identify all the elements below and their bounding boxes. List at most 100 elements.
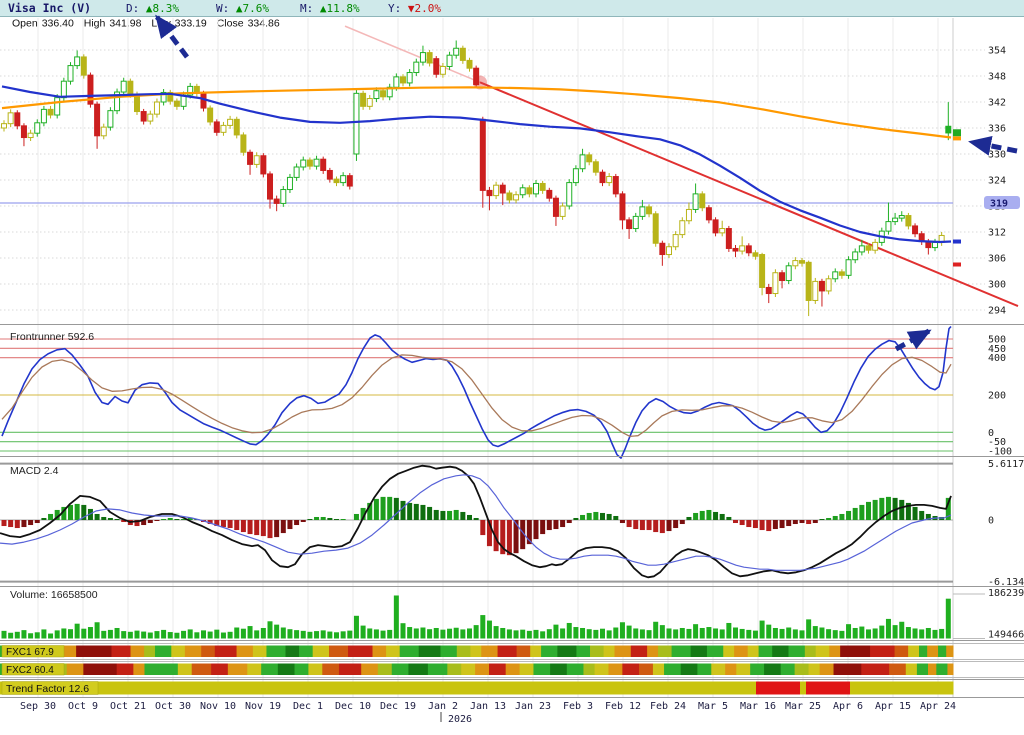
- svg-text:Jan 2: Jan 2: [428, 701, 458, 712]
- breakout-arrow-top[interactable]: [155, 14, 189, 59]
- svg-text:Jan 13: Jan 13: [470, 701, 506, 712]
- fxc1-label: FXC1 67.9: [6, 647, 54, 658]
- svg-text:Mar 5: Mar 5: [698, 701, 728, 712]
- change-weekly: W: ▲7.6%: [216, 2, 269, 15]
- svg-text:354: 354: [988, 46, 1006, 57]
- svg-text:-100: -100: [988, 447, 1012, 458]
- volume-label: Volume: 16658500: [10, 589, 98, 601]
- svg-text:1494660: 1494660: [988, 630, 1024, 641]
- fxc2-strip: [0, 663, 954, 675]
- svg-text:319: 319: [990, 198, 1008, 209]
- year-label: 2026: [448, 714, 472, 725]
- change-yearly-label: Y:: [388, 2, 401, 15]
- svg-text:Apr 6: Apr 6: [833, 701, 863, 712]
- svg-text:0: 0: [988, 428, 994, 439]
- svg-text:342: 342: [988, 97, 1006, 108]
- svg-text:Mar 25: Mar 25: [785, 701, 821, 712]
- svg-text:18623900: 18623900: [988, 588, 1024, 599]
- close-value: 334.86: [248, 18, 280, 30]
- frontrunner-spike-arrow[interactable]: [894, 328, 932, 352]
- svg-text:300: 300: [988, 279, 1006, 290]
- candles: [1, 40, 952, 317]
- annotation-arrows[interactable]: [155, 14, 1018, 352]
- change-daily-label: D:: [126, 2, 139, 15]
- svg-text:Dec 10: Dec 10: [335, 701, 371, 712]
- frontrunner-slow: [1, 354, 952, 438]
- high-label: High: [84, 18, 106, 30]
- fxc2-label: FXC2 60.4: [6, 665, 54, 676]
- panels: 3543483423363303243183123063002943195004…: [0, 25, 1024, 698]
- change-yearly-value: ▼2.0%: [408, 2, 441, 15]
- svg-text:Feb 12: Feb 12: [605, 701, 641, 712]
- svg-text:Nov 19: Nov 19: [245, 701, 281, 712]
- svg-text:200: 200: [988, 391, 1006, 402]
- svg-text:330: 330: [988, 149, 1006, 160]
- macd-panel: 5.611728 0 -6.134393: [0, 459, 1024, 588]
- high-value: 341.98: [109, 18, 141, 30]
- last-candle-arrow[interactable]: [968, 136, 1018, 156]
- frontrunner-label: Frontrunner 592.6: [10, 331, 94, 343]
- macd-label: MACD 2.4: [10, 465, 59, 477]
- svg-text:500: 500: [988, 335, 1006, 346]
- svg-text:Apr 15: Apr 15: [875, 701, 911, 712]
- symbol-header: Visa Inc (V) D: ▲8.3% W: ▲7.6% M: ▲11.8%…: [0, 0, 1024, 17]
- x-axis: Sep 30 Oct 9 Oct 21 Oct 30 Nov 10 Nov 19 Dec 1…: [20, 701, 956, 722]
- blue-ma: [1, 85, 952, 244]
- header-bar: [0, 0, 1024, 17]
- trend-factor-strip: [0, 681, 954, 695]
- open-value: 336.40: [42, 18, 74, 30]
- change-monthly-value: ▲11.8%: [320, 2, 360, 15]
- svg-text:324: 324: [988, 175, 1006, 186]
- change-daily-value: ▲8.3%: [146, 2, 179, 15]
- volume-panel: 18623900 1494660: [1, 588, 1024, 641]
- svg-text:336: 336: [988, 123, 1006, 134]
- svg-text:-6.134393: -6.134393: [988, 577, 1024, 588]
- svg-text:Nov 10: Nov 10: [200, 701, 236, 712]
- price-alert-badge[interactable]: [984, 195, 1020, 209]
- open-label: Open: [12, 18, 38, 30]
- svg-text:348: 348: [988, 71, 1006, 82]
- macd-line: [0, 464, 952, 579]
- svg-text:Mar 16: Mar 16: [740, 701, 776, 712]
- frontrunner-fast: [1, 325, 952, 459]
- svg-text:306: 306: [988, 253, 1006, 264]
- svg-text:450: 450: [988, 344, 1006, 355]
- svg-text:400: 400: [988, 353, 1006, 364]
- candlestick-panel: 354348342336330324318312306300294319: [0, 25, 1020, 317]
- change-weekly-value: ▲7.6%: [236, 2, 269, 15]
- svg-text:Jan 23: Jan 23: [515, 701, 551, 712]
- fxc1-label-chip: [1, 645, 65, 658]
- orange-ma: [1, 86, 952, 139]
- svg-text:Apr 24: Apr 24: [920, 701, 956, 712]
- svg-text:312: 312: [988, 227, 1006, 238]
- svg-text:Oct 30: Oct 30: [155, 701, 191, 712]
- svg-text:Dec 19: Dec 19: [380, 701, 416, 712]
- svg-text:294: 294: [988, 305, 1006, 316]
- change-monthly: M: ▲11.8%: [300, 2, 360, 15]
- downtrend-line[interactable]: [479, 81, 1019, 308]
- svg-text:Oct 21: Oct 21: [110, 701, 146, 712]
- trend-factor-label: Trend Factor 12.6: [6, 683, 89, 695]
- change-yearly: Y: ▼2.0%: [388, 2, 441, 15]
- change-monthly-label: M:: [300, 2, 313, 15]
- svg-text:5.611728: 5.611728: [988, 459, 1024, 470]
- signal-line: [0, 474, 952, 571]
- svg-text:Sep 30: Sep 30: [20, 701, 56, 712]
- svg-text:Feb 3: Feb 3: [563, 701, 593, 712]
- svg-text:-50: -50: [988, 437, 1006, 448]
- svg-text:Oct 9: Oct 9: [68, 701, 98, 712]
- svg-text:Dec 1: Dec 1: [293, 701, 323, 712]
- symbol-title: Visa Inc (V): [8, 1, 91, 15]
- change-daily: D: ▲8.3%: [126, 2, 179, 15]
- trend-factor-label-chip: [1, 681, 99, 695]
- svg-text:Feb 24: Feb 24: [650, 701, 686, 712]
- fxc1-strip: [0, 645, 954, 657]
- fxc2-label-chip: [1, 663, 65, 676]
- low-value: 333.19: [175, 18, 207, 30]
- trendline-extension: [344, 25, 481, 84]
- svg-text:0: 0: [988, 516, 994, 527]
